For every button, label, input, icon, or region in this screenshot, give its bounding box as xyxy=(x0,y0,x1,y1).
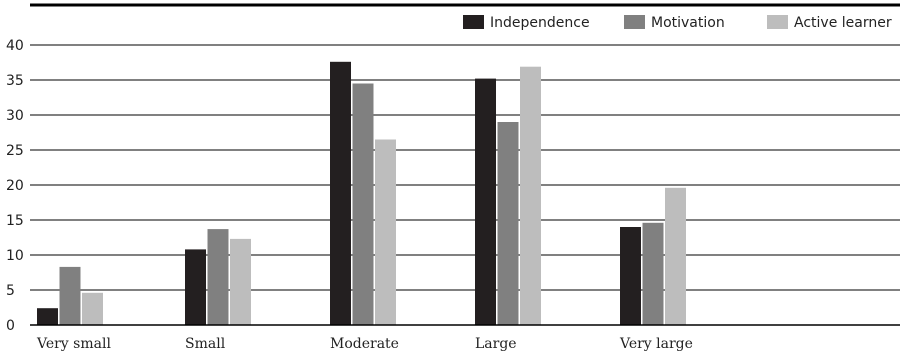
y-axis-ticks: 0 5 10 15 20 25 30 35 40 xyxy=(6,38,24,334)
bar-independence-very-large xyxy=(620,227,641,325)
bar-active-learner-small xyxy=(230,238,251,325)
y-tick-label: 20 xyxy=(6,178,24,194)
legend: Independence Motivation Active learner xyxy=(463,15,892,31)
bar-active-learner-moderate xyxy=(375,139,396,325)
x-tick-label-large: Large xyxy=(475,336,517,352)
y-tick-label: 15 xyxy=(6,213,24,229)
y-tick-label: 40 xyxy=(6,38,24,54)
bar-independence-small xyxy=(185,249,206,325)
y-tick-label: 25 xyxy=(6,143,24,159)
x-tick-label-moderate: Moderate xyxy=(330,336,399,352)
x-axis-ticks: Very small Small Moderate Large Very large xyxy=(36,336,693,352)
y-tick-label: 30 xyxy=(6,108,24,124)
x-tick-label-very-large: Very large xyxy=(619,336,693,352)
bar-motivation-large xyxy=(497,122,519,325)
legend-swatch-motivation xyxy=(624,15,645,29)
bar-independence-very-small xyxy=(37,308,58,325)
legend-swatch-independence xyxy=(463,15,484,29)
bar-active-learner-large xyxy=(520,66,541,325)
x-tick-label-small: Small xyxy=(185,336,226,352)
x-tick-label-very-small: Very small xyxy=(36,336,111,352)
bar-motivation-moderate xyxy=(352,83,374,325)
y-tick-label: 5 xyxy=(6,283,15,299)
legend-label-independence: Independence xyxy=(490,15,590,31)
y-tick-label: 0 xyxy=(6,318,15,334)
gridlines xyxy=(30,44,900,291)
bars xyxy=(37,61,686,326)
bar-motivation-very-large xyxy=(642,222,664,325)
bar-motivation-very-small xyxy=(59,266,81,325)
bar-active-learner-very-large xyxy=(665,187,686,325)
bar-independence-moderate xyxy=(330,61,351,326)
bar-active-learner-very-small xyxy=(82,292,103,325)
legend-label-motivation: Motivation xyxy=(651,15,725,31)
legend-swatch-active-learner xyxy=(767,15,788,29)
bar-independence-large xyxy=(475,78,496,325)
y-tick-label: 10 xyxy=(6,248,24,264)
y-tick-label: 35 xyxy=(6,73,24,89)
legend-label-active-learner: Active learner xyxy=(794,15,892,31)
bar-motivation-small xyxy=(207,229,229,325)
